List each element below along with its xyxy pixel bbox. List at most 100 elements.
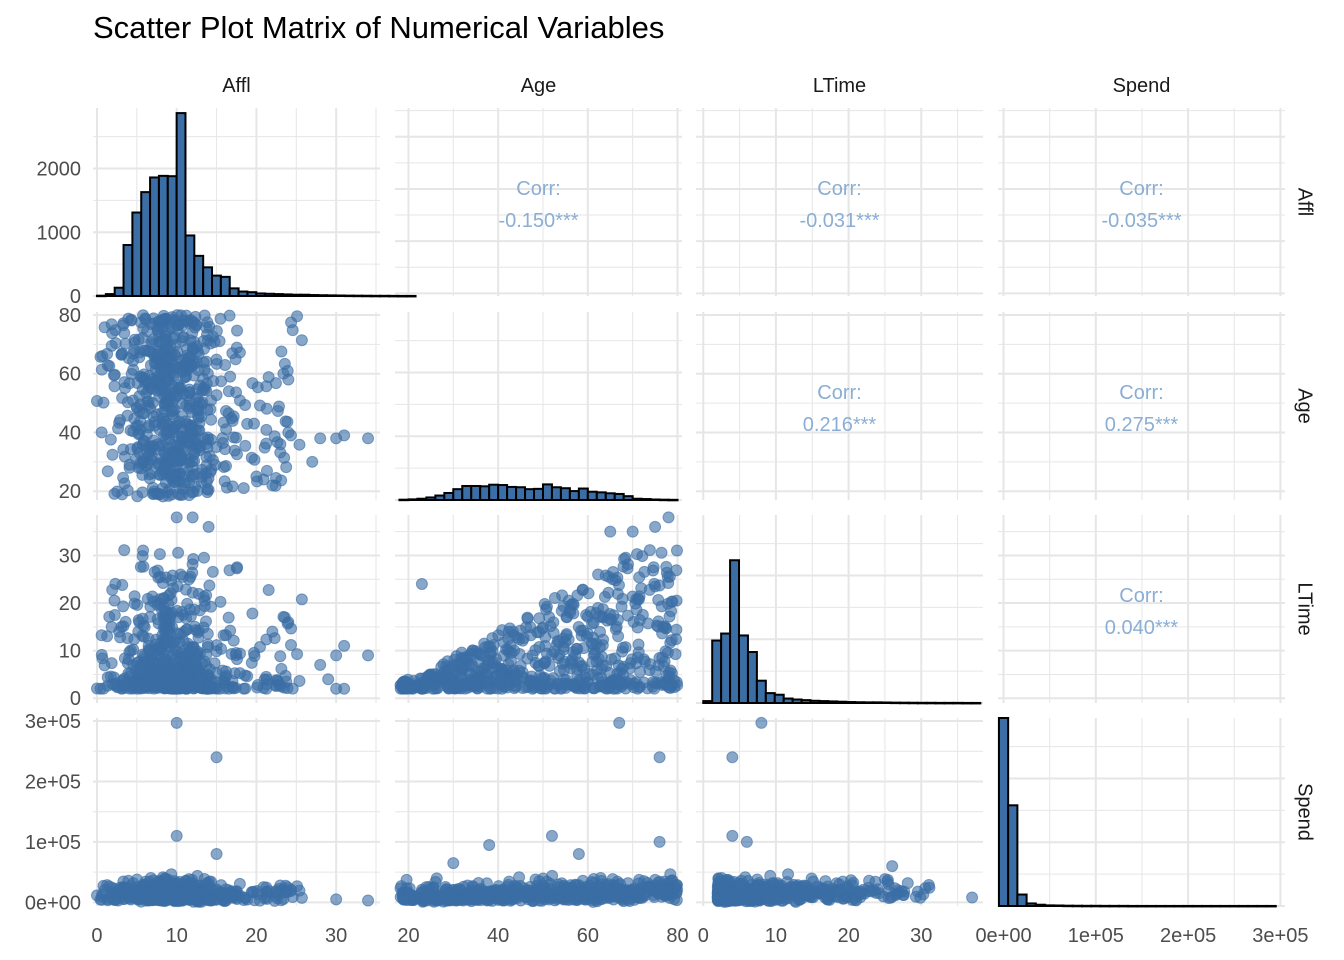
histogram-bar [1007,804,1019,907]
histogram-bar [1182,904,1194,908]
scatter-point [193,396,206,409]
histogram-bar [1200,904,1213,908]
scatter-point [171,309,184,322]
histogram-bar [1108,904,1120,908]
scatter-point [716,884,729,897]
scatter-point [274,438,287,451]
scatter-point [214,595,227,608]
scatter-point [260,678,273,691]
histogram-bar [407,498,419,501]
scatter-point [597,633,610,646]
histogram-bar [809,699,821,704]
histogram-bar [952,701,964,705]
scatter-point [157,334,170,347]
scatter-point [178,358,191,371]
corr-value: -0.031*** [799,210,879,232]
scatter-point [581,627,594,640]
scatter-point [275,345,288,358]
histogram-bar [326,294,337,297]
scatter-point [548,645,561,658]
histogram-bar [568,490,580,502]
scatter-point [223,564,236,577]
scatter-point [260,886,273,899]
histogram-bar [175,112,187,297]
corr-label: Corr: [516,178,560,200]
scatter-point [538,657,551,670]
scatter-point [146,396,159,409]
scatter-point [160,381,173,394]
scatter-point [95,426,108,439]
scatter-point [642,617,655,630]
scatter-point [154,315,167,328]
scatter-point [548,592,561,605]
scatter-point [144,610,157,623]
scatter-point [109,577,122,590]
histogram-bar [854,701,866,704]
scatter-point [480,677,493,690]
scatter-point [450,894,463,907]
scatter-point [562,893,575,906]
scatter-point [293,438,306,451]
histogram-bar [113,286,125,297]
x-tick-label: 0 [698,925,709,947]
scatter-point [128,590,141,603]
scatter-point [118,677,131,690]
y-tick-label: 2e+05 [25,771,81,793]
scatter-point [260,380,273,393]
scatter-point [186,326,199,339]
histogram-bar [398,498,410,502]
scatter-point [821,880,834,893]
scatter-point [533,641,546,654]
scatter-point [105,620,118,633]
histogram-bar [881,701,892,705]
histogram-bar [184,234,196,297]
scatter-point [466,660,479,673]
histogram-bar [631,497,643,502]
histogram-bar [95,294,107,298]
histogram-bar [1154,904,1167,908]
scatter-point [127,659,140,672]
histogram-bar [845,701,857,704]
x-tick-label: 10 [765,925,787,947]
histogram-bar [622,495,634,501]
histogram-bar [434,494,446,501]
corr-value: 0.275*** [1105,414,1179,436]
scatter-point [94,893,107,906]
histogram-bar [925,701,937,705]
histogram-bar [872,701,884,705]
scatter-point [662,511,675,524]
scatter-point [227,431,240,444]
scatter-point [248,894,261,907]
scatter-point [187,468,200,481]
scatter-point [881,875,894,888]
corr-value: 0.216*** [803,414,877,436]
scatter-point [505,646,518,659]
scatter-point [397,676,410,689]
histogram-bar [122,244,134,298]
histogram-bar [1080,904,1093,908]
scatter-point [219,665,232,678]
x-tick-label: 0 [91,925,102,947]
scatter-point [775,894,788,907]
scatter-point [588,647,601,660]
scatter-point [123,458,136,471]
scatter-point [134,457,147,470]
corr-value: -0.035*** [1101,210,1181,232]
x-tick-label: 0e+00 [975,925,1031,947]
x-tick-label: 1e+05 [1068,925,1124,947]
histogram-bar [1237,904,1250,908]
y-tick-label: 20 [59,593,81,615]
scatter-point [593,610,606,623]
scatter-point [338,639,351,652]
scatter-point [224,370,237,383]
scatter-point [167,426,180,439]
scatter-point [136,468,149,481]
scatter-point [121,484,134,497]
histogram-bar [667,498,679,502]
scatter-point [314,432,327,445]
scatter-point [636,550,649,563]
scatter-point [105,339,118,352]
scatter-point [186,586,199,599]
scatter-point [470,891,483,904]
